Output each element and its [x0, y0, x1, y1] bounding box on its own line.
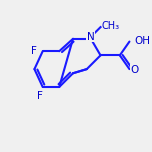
- Text: N: N: [87, 32, 95, 42]
- Text: OH: OH: [134, 36, 150, 46]
- Text: CH₃: CH₃: [102, 21, 120, 31]
- Text: F: F: [31, 46, 37, 56]
- Text: F: F: [37, 91, 43, 101]
- Text: O: O: [131, 65, 139, 75]
